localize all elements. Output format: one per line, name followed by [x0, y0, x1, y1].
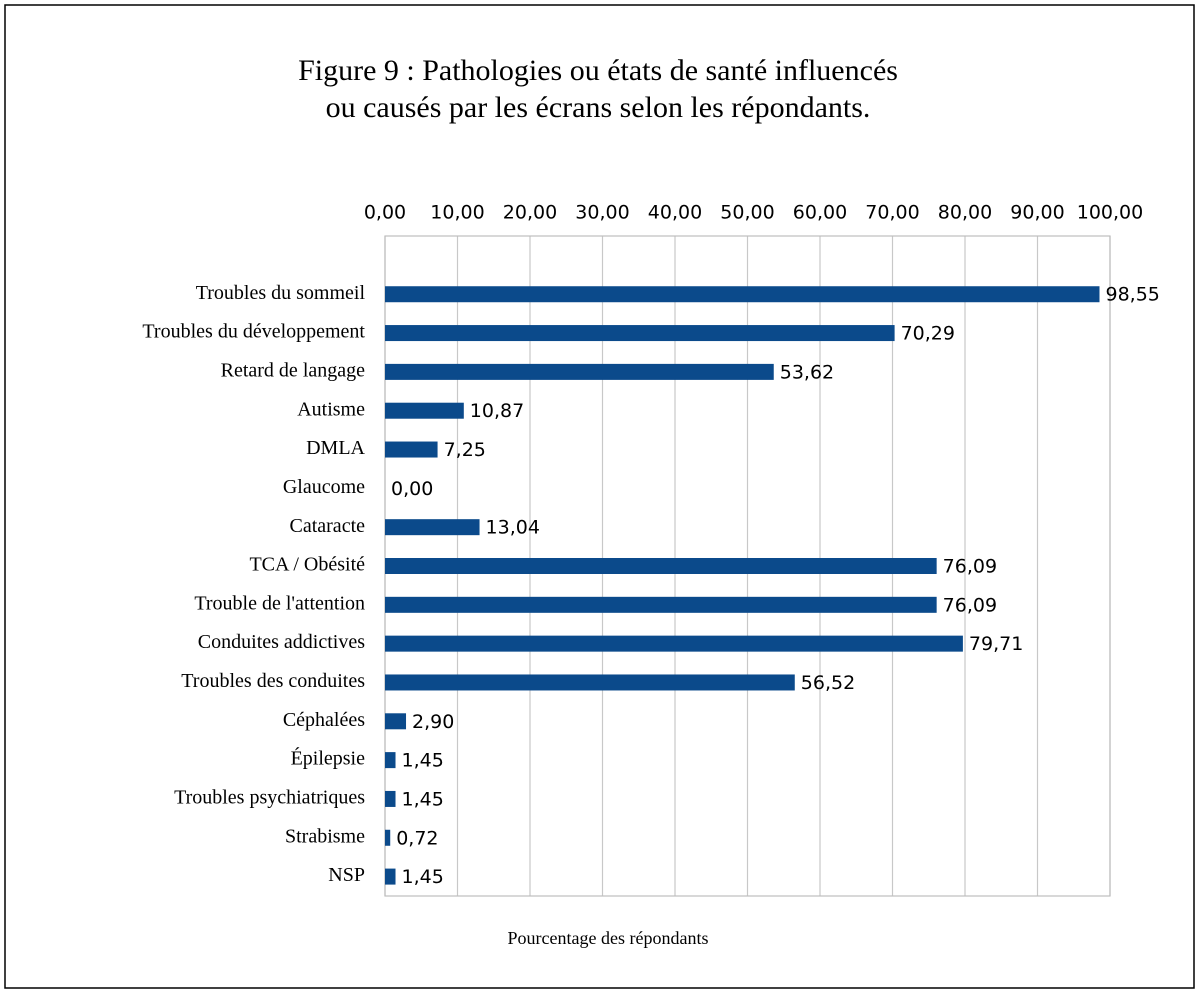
- bar: [385, 363, 774, 380]
- bar: [385, 752, 396, 769]
- y-tick-label: Épilepsie: [291, 747, 366, 770]
- y-tick-label: DMLA: [306, 437, 365, 459]
- value-label: 7,25: [444, 439, 486, 461]
- y-tick-label: Strabisme: [285, 825, 365, 847]
- frame: [4, 4, 1195, 989]
- x-tick-label: 90,00: [1010, 202, 1064, 224]
- value-label: 53,62: [780, 361, 834, 383]
- value-label: 1,45: [402, 866, 444, 888]
- bar: [385, 558, 937, 574]
- y-tick-label: Glaucome: [283, 476, 365, 498]
- value-label: 98,55: [1105, 284, 1159, 306]
- y-tick-label: Troubles du développement: [142, 321, 365, 343]
- y-tick-label: Cataracte: [290, 515, 366, 537]
- bar: [385, 441, 438, 458]
- bar: [385, 790, 396, 807]
- y-tick-label: TCA / Obésité: [249, 554, 365, 576]
- x-tick-label: 20,00: [503, 202, 557, 224]
- value-label: 76,09: [943, 594, 997, 616]
- chart-title: Figure 9 : Pathologies ou états de santé…: [298, 54, 898, 87]
- bar: [385, 325, 895, 342]
- y-tick-label: NSP: [328, 864, 365, 886]
- value-label: 0,00: [391, 478, 433, 500]
- bar: [385, 674, 795, 691]
- bar: [385, 286, 1100, 303]
- x-tick-label: 80,00: [938, 202, 992, 224]
- bar: [385, 519, 480, 536]
- value-label: 0,72: [396, 827, 438, 849]
- x-tick-label: 30,00: [575, 202, 629, 224]
- y-tick-label: Trouble de l'attention: [194, 592, 365, 614]
- x-tick-label: 10,00: [430, 202, 484, 224]
- y-tick-label: Autisme: [297, 398, 365, 420]
- bar: [385, 596, 937, 613]
- value-label: 79,71: [969, 633, 1023, 655]
- y-tick-label: Retard de langage: [221, 359, 365, 381]
- x-tick-label: 60,00: [793, 202, 847, 224]
- x-axis-title: Pourcentage des répondants: [508, 928, 709, 948]
- y-tick-label: Troubles des conduites: [181, 670, 365, 692]
- value-label: 76,09: [943, 556, 997, 578]
- value-label: 10,87: [470, 400, 524, 422]
- chart-title: ou causés par les écrans selon les répon…: [326, 91, 871, 124]
- value-label: 56,52: [801, 672, 855, 694]
- y-tick-label: Conduites addictives: [198, 631, 365, 653]
- value-label: 1,45: [402, 788, 444, 810]
- x-tick-label: 40,00: [648, 202, 702, 224]
- bar: [385, 829, 391, 846]
- y-tick-label: Céphalées: [283, 709, 365, 731]
- x-tick-label: 100,00: [1077, 202, 1143, 224]
- bar: [385, 868, 396, 885]
- y-tick-label: Troubles du sommeil: [196, 282, 366, 304]
- bar: [385, 635, 963, 652]
- x-tick-label: 70,00: [865, 202, 919, 224]
- x-tick-label: 0,00: [364, 202, 406, 224]
- bar: [385, 402, 464, 419]
- y-tick-label: Troubles psychiatriques: [174, 787, 365, 809]
- value-label: 1,45: [402, 750, 444, 772]
- bar: [385, 713, 407, 730]
- x-tick-label: 50,00: [720, 202, 774, 224]
- value-label: 70,29: [901, 323, 955, 345]
- value-label: 13,04: [486, 517, 540, 539]
- value-label: 2,90: [412, 711, 454, 733]
